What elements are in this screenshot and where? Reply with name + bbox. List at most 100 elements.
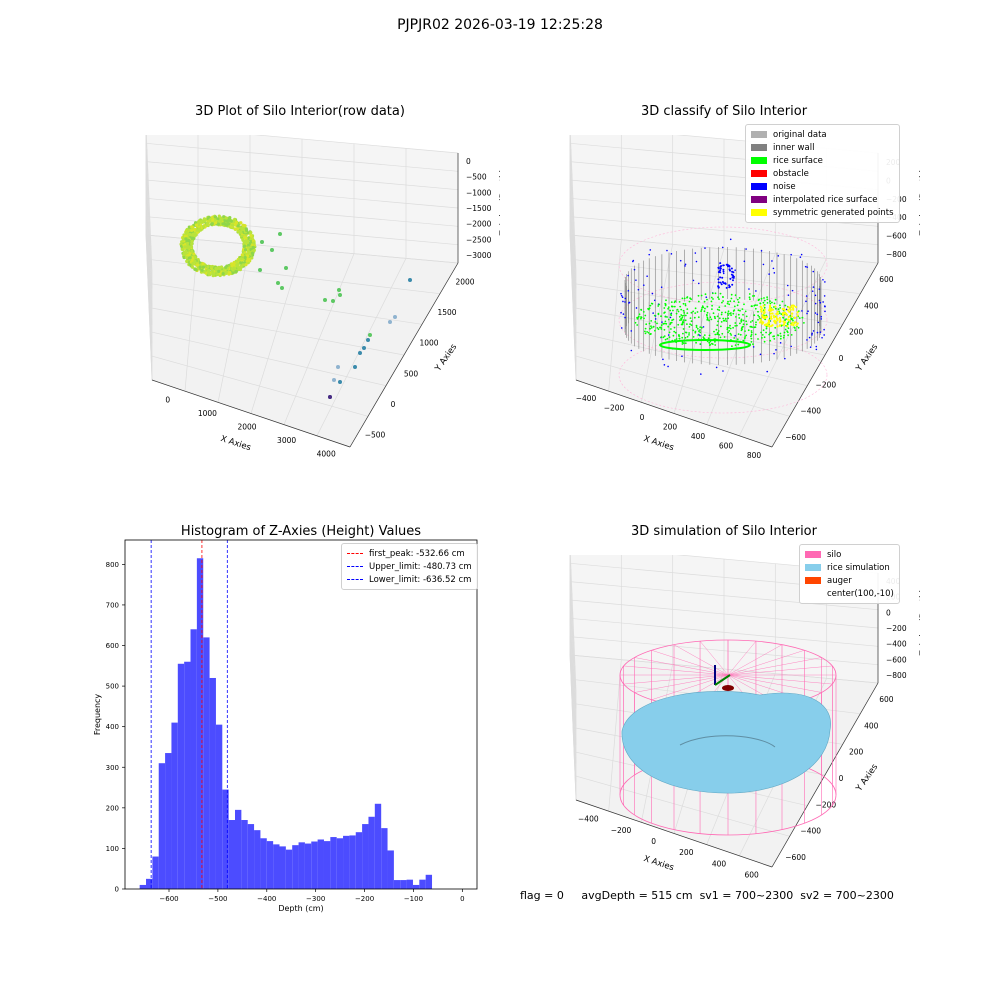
noise-point — [669, 316, 672, 319]
noise-point — [732, 276, 735, 279]
surface-point — [636, 324, 639, 326]
data-point — [224, 216, 228, 220]
surface-point — [660, 326, 662, 329]
surface-point — [769, 300, 771, 302]
surface-point — [686, 312, 689, 314]
data-point — [234, 270, 238, 274]
symmetric-point — [790, 304, 793, 307]
surface-point — [787, 327, 790, 330]
surface-point — [653, 314, 656, 317]
histogram-bar — [400, 880, 407, 889]
y-axis-line — [349, 262, 459, 448]
noise-point — [635, 307, 638, 309]
histogram-bar — [254, 830, 261, 889]
noise-point — [748, 288, 750, 290]
data-point — [196, 263, 200, 267]
data-point — [368, 333, 372, 337]
histogram-bar — [323, 841, 331, 889]
data-point — [214, 266, 218, 271]
noise-point — [823, 295, 826, 297]
silo-wire — [634, 674, 729, 693]
surface-point — [725, 320, 728, 322]
surface-point — [749, 321, 752, 323]
symmetric-point — [769, 312, 772, 315]
y-tick-label: 400 — [864, 721, 879, 730]
z-axis-label: Z Axies (Depth) — [499, 169, 500, 236]
symmetric-point — [792, 308, 795, 311]
symmetric-point — [783, 312, 787, 315]
data-point — [249, 240, 253, 244]
x-tick-label: −200 — [611, 826, 632, 835]
noise-point — [630, 330, 633, 332]
surface-point — [657, 312, 660, 315]
surface-point — [763, 306, 766, 309]
data-point — [205, 223, 209, 227]
surface-point — [741, 308, 744, 310]
surface-point — [658, 303, 661, 306]
surface-point — [774, 298, 777, 301]
histogram-bar — [317, 839, 324, 889]
y-tick-label: 800 — [106, 561, 119, 569]
surface-point — [779, 332, 782, 335]
data-point — [190, 225, 194, 229]
surface-point — [739, 333, 742, 336]
symmetric-point — [783, 308, 786, 311]
grid-line — [569, 234, 879, 264]
noise-point — [784, 357, 786, 360]
data-point — [183, 234, 188, 238]
surface-point — [761, 334, 764, 336]
data-point — [245, 228, 249, 232]
histogram-bar — [228, 820, 235, 889]
surface-point — [739, 322, 741, 325]
noise-point — [762, 263, 765, 266]
surface-point — [766, 298, 769, 301]
status-sv1: sv1 = 700~2300 — [699, 889, 794, 902]
data-point — [210, 222, 214, 226]
data-point — [193, 267, 197, 271]
surface-point — [760, 331, 762, 334]
surface-point — [763, 340, 766, 343]
x-tick-label: −500 — [208, 895, 227, 903]
surface-point — [769, 339, 772, 342]
surface-point — [763, 336, 766, 339]
symmetric-point — [790, 312, 794, 315]
noise-point — [760, 249, 763, 252]
surface-point — [734, 325, 737, 327]
surface-point — [793, 326, 796, 329]
surface-point — [742, 313, 744, 316]
surface-point — [724, 305, 727, 307]
surface-point — [750, 333, 753, 336]
noise-point — [679, 259, 682, 262]
surface-point — [689, 323, 691, 325]
surface-point — [688, 334, 690, 336]
surface-point — [777, 308, 780, 311]
surface-point — [745, 315, 748, 318]
surface-point — [736, 298, 739, 301]
noise-point — [768, 273, 770, 275]
data-point — [362, 346, 366, 350]
noise-point — [822, 301, 824, 303]
noise-point — [699, 334, 701, 337]
surface-point — [771, 301, 773, 304]
surface-point — [699, 343, 702, 345]
surface-point — [681, 323, 684, 326]
data-point — [217, 269, 221, 273]
data-point — [323, 298, 327, 302]
surface-point — [737, 343, 740, 346]
surface-point — [696, 327, 699, 330]
noise-point — [786, 284, 789, 287]
surface-point — [672, 334, 675, 337]
surface-point — [750, 331, 753, 334]
data-point — [244, 263, 248, 267]
noise-point — [790, 253, 792, 256]
surface-point — [750, 325, 753, 328]
surface-point — [650, 325, 652, 328]
surface-point — [690, 324, 693, 326]
surface-point — [689, 297, 691, 300]
data-point — [184, 249, 188, 254]
surface-point — [774, 307, 777, 310]
noise-point — [777, 255, 780, 257]
symmetric-point — [770, 309, 773, 312]
surface-point — [755, 323, 757, 326]
legend-item-silo: silo — [805, 548, 894, 561]
